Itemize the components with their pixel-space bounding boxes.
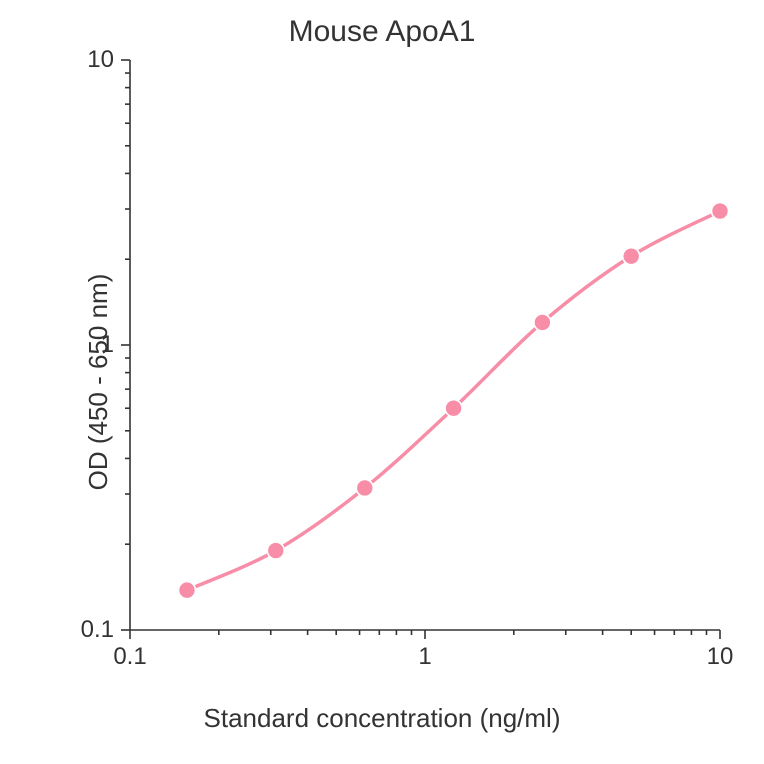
x-axis-label: Standard concentration (ng/ml) — [0, 703, 764, 734]
data-point — [178, 582, 195, 599]
chart-plot-area — [130, 60, 720, 630]
data-point — [712, 203, 729, 220]
y-axis-label: OD (450 - 650 nm) — [83, 274, 114, 491]
x-tick-label: 1 — [418, 643, 431, 671]
y-tick-label: 1 — [66, 331, 114, 359]
x-tick-label: 0.1 — [113, 643, 146, 671]
x-tick-label: 10 — [707, 643, 734, 671]
data-point — [623, 248, 640, 265]
data-point — [267, 542, 284, 559]
chart-container: Mouse ApoA1 OD (450 - 650 nm) Standard c… — [0, 0, 764, 764]
y-tick-label: 0.1 — [66, 616, 114, 644]
data-point — [356, 479, 373, 496]
data-point — [445, 400, 462, 417]
data-point — [534, 314, 551, 331]
chart-title: Mouse ApoA1 — [0, 15, 764, 49]
y-tick-label: 10 — [66, 46, 114, 74]
